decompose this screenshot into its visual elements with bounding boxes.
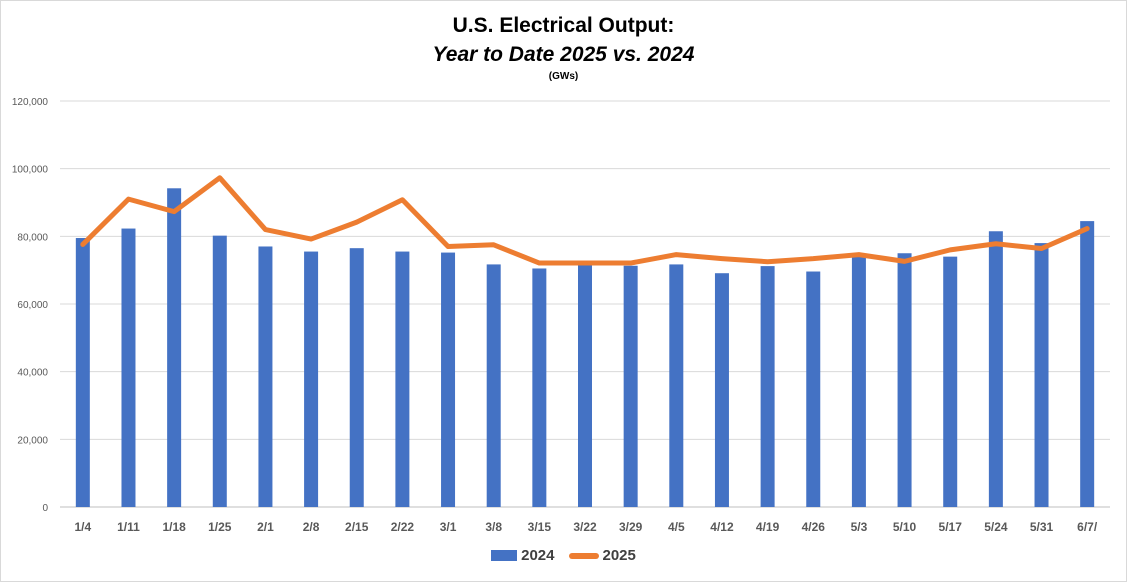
bar-2024 — [532, 268, 547, 507]
bar-2024 — [897, 253, 912, 507]
y-tick-label: 40,000 — [17, 368, 48, 379]
x-tick-label: 5/31 — [1030, 520, 1054, 534]
legend-label-2025: 2025 — [602, 547, 636, 564]
x-tick-label: 2/1 — [257, 520, 274, 534]
bar-2024 — [714, 273, 729, 507]
x-tick-label: 3/8 — [485, 520, 502, 534]
point-2025 — [674, 252, 679, 257]
point-2025 — [263, 227, 268, 232]
point-2025 — [308, 236, 314, 242]
bar-2024 — [669, 264, 684, 507]
chart-legend: 2024 2025 — [0, 547, 1127, 564]
y-tick-label: 120,000 — [12, 97, 49, 108]
point-2025 — [171, 209, 177, 214]
bar-2024 — [806, 271, 821, 507]
bar-2024 — [75, 238, 90, 507]
point-2025 — [811, 256, 816, 261]
point-2025 — [948, 247, 953, 253]
point-2025 — [582, 260, 588, 266]
bar-2024 — [1034, 243, 1049, 507]
point-2025 — [491, 242, 496, 247]
chart-plot: 0 20,000 40,000 60,000 80,000 100,000 120,000 1… — [12, 97, 1110, 534]
bar-2024 — [851, 255, 866, 507]
point-2025 — [400, 197, 405, 202]
x-tick-label: 1/25 — [208, 520, 232, 534]
y-tick-label: 0 — [42, 503, 48, 514]
bar-2024 — [258, 246, 273, 507]
bar-2024 — [167, 188, 182, 508]
x-tick-label: 1/18 — [162, 520, 186, 534]
legend-label-2024: 2024 — [521, 547, 555, 564]
y-tick-label: 100,000 — [12, 165, 49, 176]
point-2025 — [719, 256, 725, 261]
line-2025 — [80, 175, 1090, 266]
legend-item-2024: 2024 — [491, 547, 555, 564]
point-2025 — [993, 241, 999, 246]
x-tick-label: 5/3 — [851, 520, 868, 534]
point-2025 — [765, 259, 770, 264]
point-2025 — [856, 252, 862, 257]
bar-2024 — [212, 235, 227, 507]
point-2025 — [537, 260, 542, 266]
point-2025 — [217, 175, 222, 181]
point-2025 — [445, 244, 451, 249]
x-tick-label: 3/1 — [440, 520, 457, 534]
x-tick-label: 3/29 — [619, 520, 643, 534]
point-2025 — [1084, 226, 1090, 231]
x-tick-label: 2/8 — [303, 520, 320, 534]
bar-2024 — [1080, 221, 1095, 507]
y-tick-label: 20,000 — [17, 435, 48, 446]
chart-subtitle: Year to Date 2025 vs. 2024 — [432, 43, 695, 66]
legend-swatch-2025 — [568, 552, 599, 559]
y-tick-label: 60,000 — [17, 300, 48, 311]
bar-2024 — [395, 251, 410, 507]
point-2025 — [902, 259, 907, 264]
x-tick-label: 2/15 — [345, 520, 369, 534]
bar-2024 — [441, 252, 456, 507]
bar-2024 — [988, 231, 1003, 507]
chart-unit: (GWs) — [548, 71, 579, 82]
point-2025 — [628, 260, 633, 266]
point-2025 — [354, 219, 359, 225]
x-tick-label: 5/10 — [893, 520, 917, 534]
bar-2024 — [623, 265, 638, 507]
point-2025 — [1039, 246, 1044, 251]
x-tick-label: 5/17 — [939, 520, 963, 534]
point-2025 — [126, 196, 131, 202]
x-tick-label: 6/7/ — [1077, 520, 1098, 534]
x-tick-label: 4/12 — [710, 520, 734, 534]
chart-title: U.S. Electrical Output: — [452, 14, 675, 37]
x-tick-label: 3/15 — [528, 520, 552, 534]
bar-2024 — [121, 228, 136, 507]
x-tick-label: 3/22 — [573, 520, 597, 534]
bar-2024 — [304, 251, 319, 507]
bar-2024 — [760, 266, 775, 507]
x-tick-label: 4/19 — [756, 520, 780, 534]
bar-2024 — [943, 256, 958, 507]
x-tick-label: 5/24 — [984, 520, 1008, 534]
y-tick-label: 80,000 — [17, 232, 48, 243]
legend-swatch-2024 — [491, 550, 518, 561]
bar-2024 — [578, 265, 592, 507]
x-tick-label: 2/22 — [391, 520, 415, 534]
legend-item-2025: 2025 — [568, 547, 636, 564]
x-tick-label: 4/5 — [668, 520, 685, 534]
x-tick-label: 1/4 — [74, 520, 91, 534]
bar-2024 — [486, 264, 501, 507]
bar-2024 — [349, 248, 364, 508]
x-tick-label: 1/11 — [117, 520, 140, 534]
point-2025 — [80, 242, 86, 247]
x-tick-label: 4/26 — [802, 520, 826, 534]
